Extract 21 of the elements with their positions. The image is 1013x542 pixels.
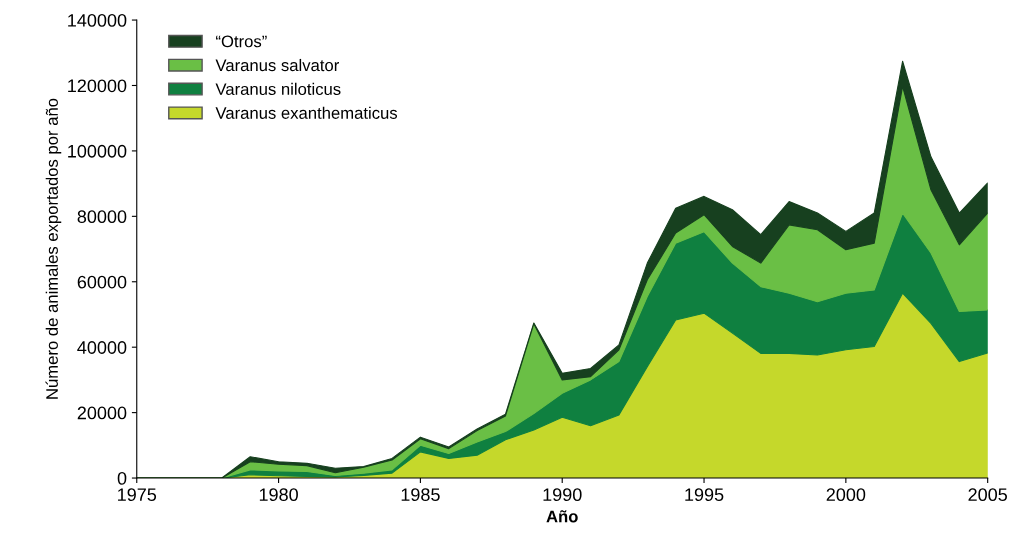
x-tick-label: 1980: [259, 488, 298, 502]
x-tick-label: 1985: [401, 488, 440, 502]
x-tick-label: 1990: [543, 488, 582, 502]
x-tick-label: 2000: [826, 488, 866, 502]
x-tick-label: 2005: [968, 488, 1007, 502]
y-tick-label: 0: [117, 471, 127, 485]
y-axis-title: Número de animales exportados por año: [45, 98, 62, 399]
x-axis-title: Año: [546, 510, 578, 523]
y-tick-label: 80000: [77, 210, 127, 224]
y-tick-label: 40000: [77, 341, 127, 354]
y-tick-label: 20000: [77, 406, 127, 420]
y-tick-label: 60000: [77, 275, 127, 289]
x-tick-label: 1975: [118, 488, 157, 502]
legend-label: Varanus niloticus: [215, 82, 341, 96]
y-tick-label: 140000: [68, 13, 127, 27]
legend-label: Varanus exanthematicus: [215, 106, 398, 119]
x-tick-label: 1995: [685, 488, 724, 502]
y-tick-label: 120000: [68, 79, 127, 93]
legend-label: Varanus salvator: [215, 58, 339, 72]
legend-label: “Otros”: [216, 35, 267, 48]
y-tick-label: 100000: [68, 144, 127, 158]
